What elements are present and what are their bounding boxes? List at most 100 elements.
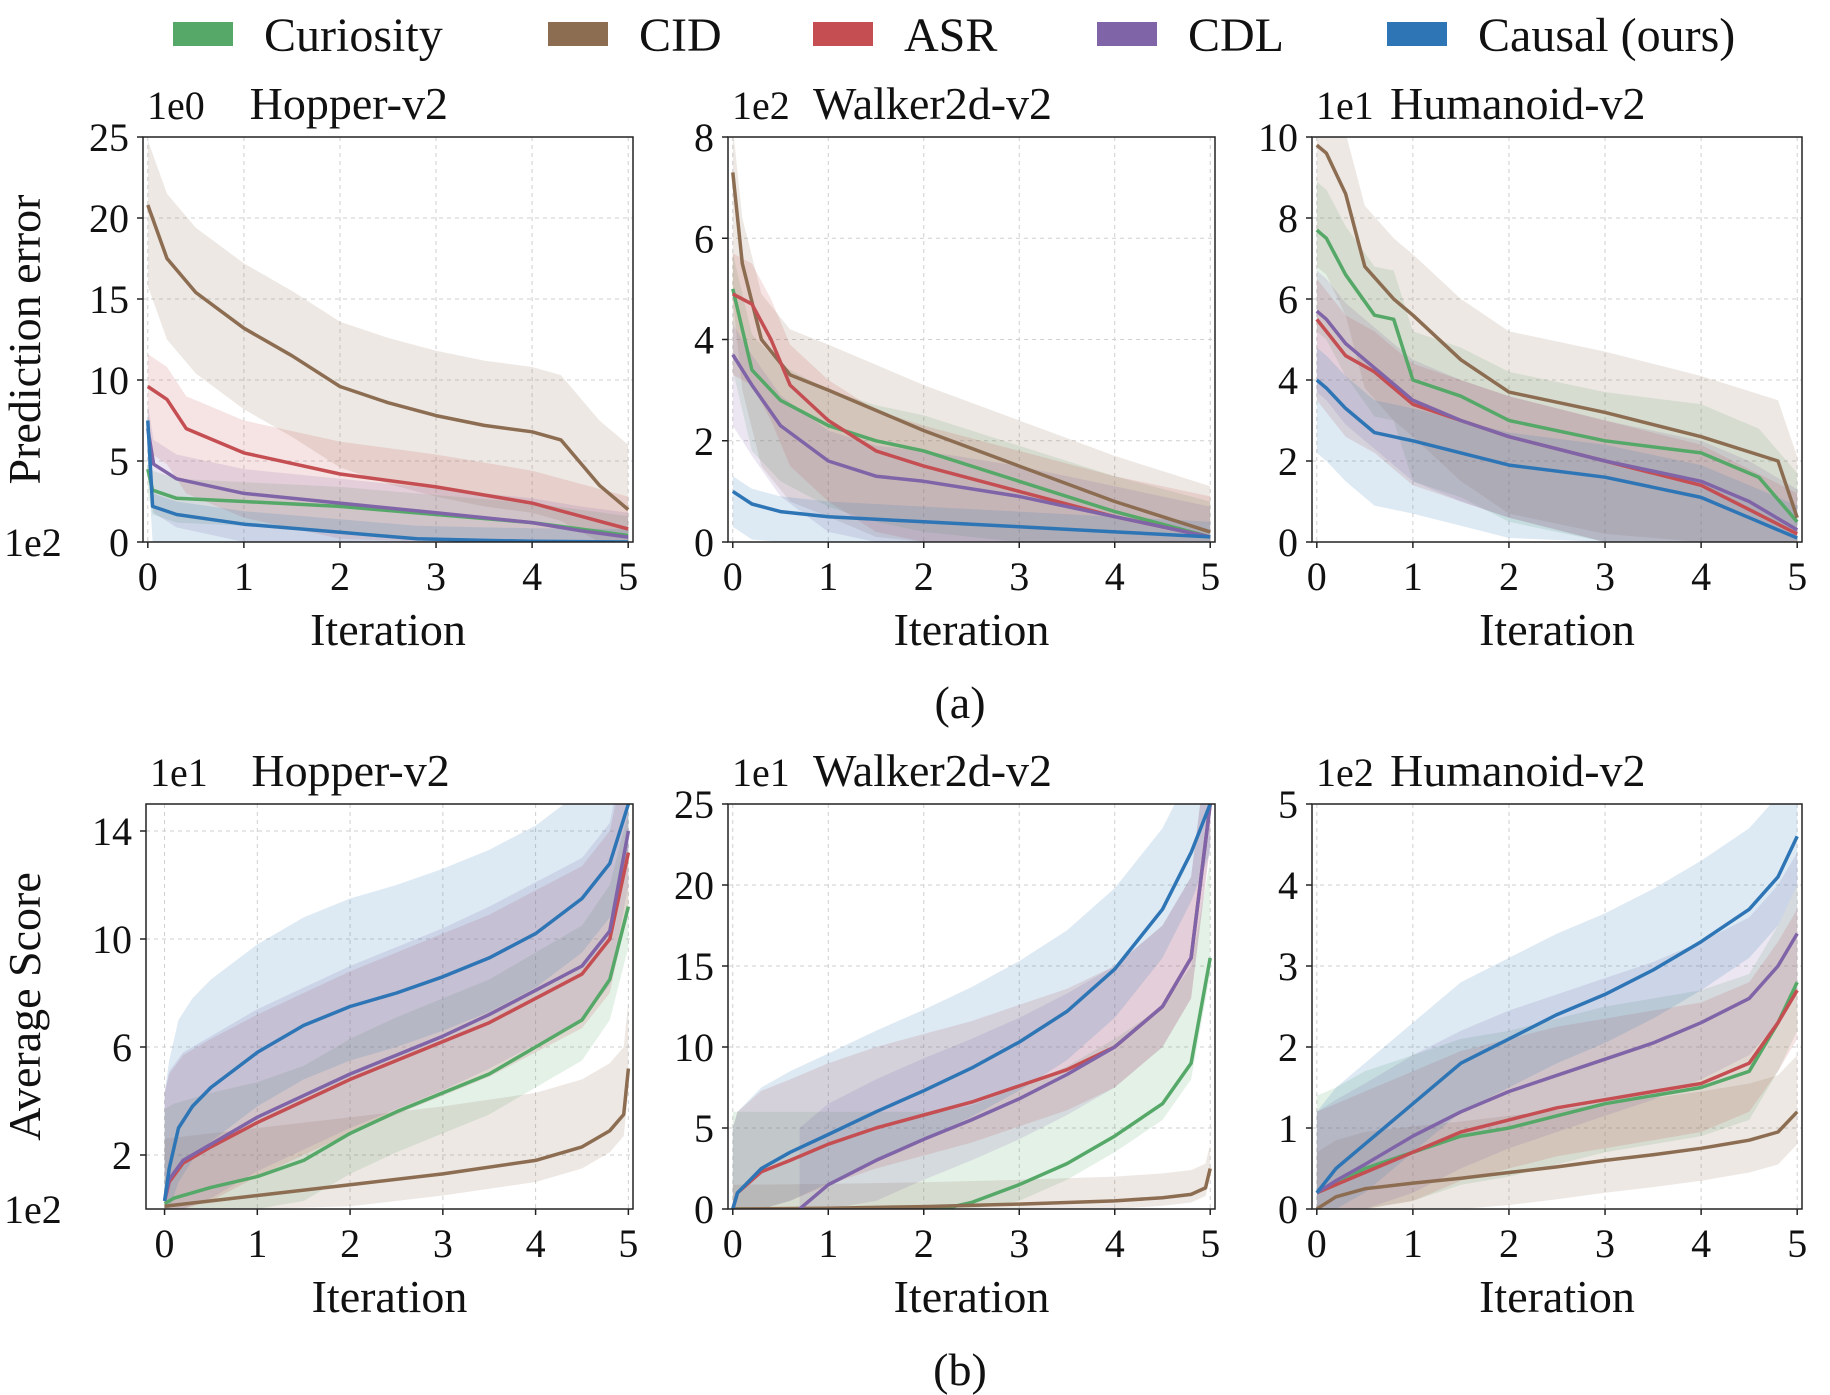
x-tick-label: 2 — [330, 554, 350, 599]
x-axis-label: Iteration — [894, 1271, 1050, 1322]
band-cid — [164, 1001, 629, 1209]
band-cid — [1316, 137, 1798, 542]
legend-swatch — [173, 22, 233, 46]
panel-title: Hopper-v2 — [251, 745, 449, 796]
y-tick-label: 10 — [674, 1025, 714, 1070]
y-tick-label: 8 — [1278, 196, 1298, 241]
x-tick-label: 1 — [1403, 554, 1423, 599]
series-line-cid — [146, 204, 630, 511]
x-axis-label: Iteration — [1479, 604, 1635, 655]
legend-swatch — [1097, 22, 1157, 46]
x-axis-label: Iteration — [310, 604, 466, 655]
series-line-asr — [146, 385, 629, 531]
y-tick-label: 2 — [1278, 439, 1298, 484]
x-tick-label: 0 — [723, 1221, 743, 1266]
x-tick-label: 5 — [1200, 554, 1220, 599]
y-tick-label: 10 — [92, 917, 132, 962]
x-tick-label: 5 — [1787, 554, 1807, 599]
x-axis-label: Iteration — [1479, 1271, 1635, 1322]
y-tick-label: 0 — [109, 520, 129, 565]
series-line-asr — [162, 852, 631, 1202]
band-cid — [147, 140, 629, 542]
x-tick-label: 5 — [618, 554, 638, 599]
legend-swatch — [548, 22, 608, 46]
legend-label: ASR — [904, 9, 997, 62]
series-line-cdl — [1315, 309, 1799, 532]
y-tick-label: 1 — [1278, 1106, 1298, 1151]
panel-title: Humanoid-v2 — [1390, 745, 1646, 796]
x-tick-label: 4 — [1105, 554, 1125, 599]
y-tick-label: 15 — [89, 277, 129, 322]
band-cid — [732, 137, 1211, 542]
band-causal-ours- — [147, 407, 629, 542]
legend-label: Curiosity — [264, 9, 443, 62]
x-tick-label: 1 — [234, 554, 254, 599]
panel-title: Hopper-v2 — [250, 78, 448, 129]
y-axis-label: Prediction error — [0, 195, 50, 485]
series-line-causal-ours- — [1315, 835, 1799, 1194]
series-line-asr — [731, 292, 1211, 539]
y-tick-label: 20 — [674, 863, 714, 908]
series-line-causal-ours- — [731, 489, 1211, 539]
x-tick-label: 0 — [1307, 1221, 1327, 1266]
x-axis-label: Iteration — [894, 604, 1050, 655]
series-line-cdl — [162, 830, 631, 1202]
panel-a-hopper: 0 1 2 3 4 5 0 5 10 15 20 25 1e0 Hopper-v2 1e2 Iteration… — [0, 78, 638, 655]
y-tick-label: 3 — [1278, 944, 1298, 989]
series-line-cid — [1315, 1110, 1799, 1209]
series-line-curiosity — [1316, 981, 1799, 1195]
axes-frame — [1311, 136, 1803, 543]
x-axis-label: Iteration — [312, 1271, 468, 1322]
band-cdl — [799, 804, 1211, 1209]
axes-frame — [727, 803, 1216, 1210]
y-tick-label: 5 — [109, 439, 129, 484]
y-tick-label: 14 — [92, 809, 132, 854]
plot-area — [731, 804, 1212, 1209]
band-causal-ours- — [1316, 804, 1798, 1209]
x-tick-label: 4 — [522, 554, 542, 599]
band-curiosity — [1316, 885, 1798, 1209]
y-tick-label: 5 — [1278, 782, 1298, 827]
legend-label: CDL — [1188, 9, 1284, 62]
band-causal-ours- — [732, 804, 1211, 1209]
y-tick-label: 2 — [1278, 1025, 1298, 1070]
y-axis-label: Average Score — [0, 872, 50, 1141]
y-tick-label: 6 — [1278, 277, 1298, 322]
y-tick-label: 0 — [1278, 520, 1298, 565]
plot-area — [1315, 804, 1799, 1209]
x-tick-label: 1 — [247, 1221, 267, 1266]
x-tick-label: 0 — [723, 554, 743, 599]
y-tick-label: 0 — [694, 520, 714, 565]
legend-label: CID — [639, 9, 722, 62]
axes-frame — [145, 803, 634, 1210]
series-line-cid — [731, 172, 1211, 534]
extra-multiplier: 1e2 — [4, 1187, 62, 1232]
band-cdl — [1316, 852, 1798, 1209]
band-curiosity — [164, 812, 629, 1209]
band-cdl — [147, 404, 629, 542]
y-tick-label: 4 — [1278, 863, 1298, 908]
y-tick-label: 8 — [694, 115, 714, 160]
y-tick-label: 5 — [694, 1106, 714, 1151]
legend-swatch — [813, 22, 873, 46]
band-asr — [1316, 909, 1798, 1209]
band-causal-ours- — [164, 804, 629, 1209]
x-tick-label: 2 — [914, 1221, 934, 1266]
series-line-causal-ours- — [162, 804, 631, 1202]
axis-multiplier: 1e2 — [1316, 750, 1374, 795]
x-tick-label: 4 — [1691, 554, 1711, 599]
panel-title: Walker2d-v2 — [813, 745, 1052, 796]
legend-label: Causal (ours) — [1478, 9, 1735, 62]
axes-frame — [142, 136, 634, 543]
axis-multiplier: 1e1 — [732, 750, 790, 795]
panel-b-walker: 0 1 2 3 4 5 0 5 10 15 20 25 1e1 Walker2d-v2 Iteration — [674, 745, 1220, 1322]
series-line-curiosity — [1315, 228, 1799, 523]
axis-multiplier: 1e0 — [147, 83, 205, 128]
x-tick-label: 2 — [1499, 554, 1519, 599]
legend: Curiosity CID ASR CDL Causal (ours) — [173, 9, 1735, 62]
x-tick-label: 0 — [155, 1221, 175, 1266]
series-line-causal-ours- — [146, 420, 629, 542]
series-line-curiosity — [163, 906, 631, 1206]
